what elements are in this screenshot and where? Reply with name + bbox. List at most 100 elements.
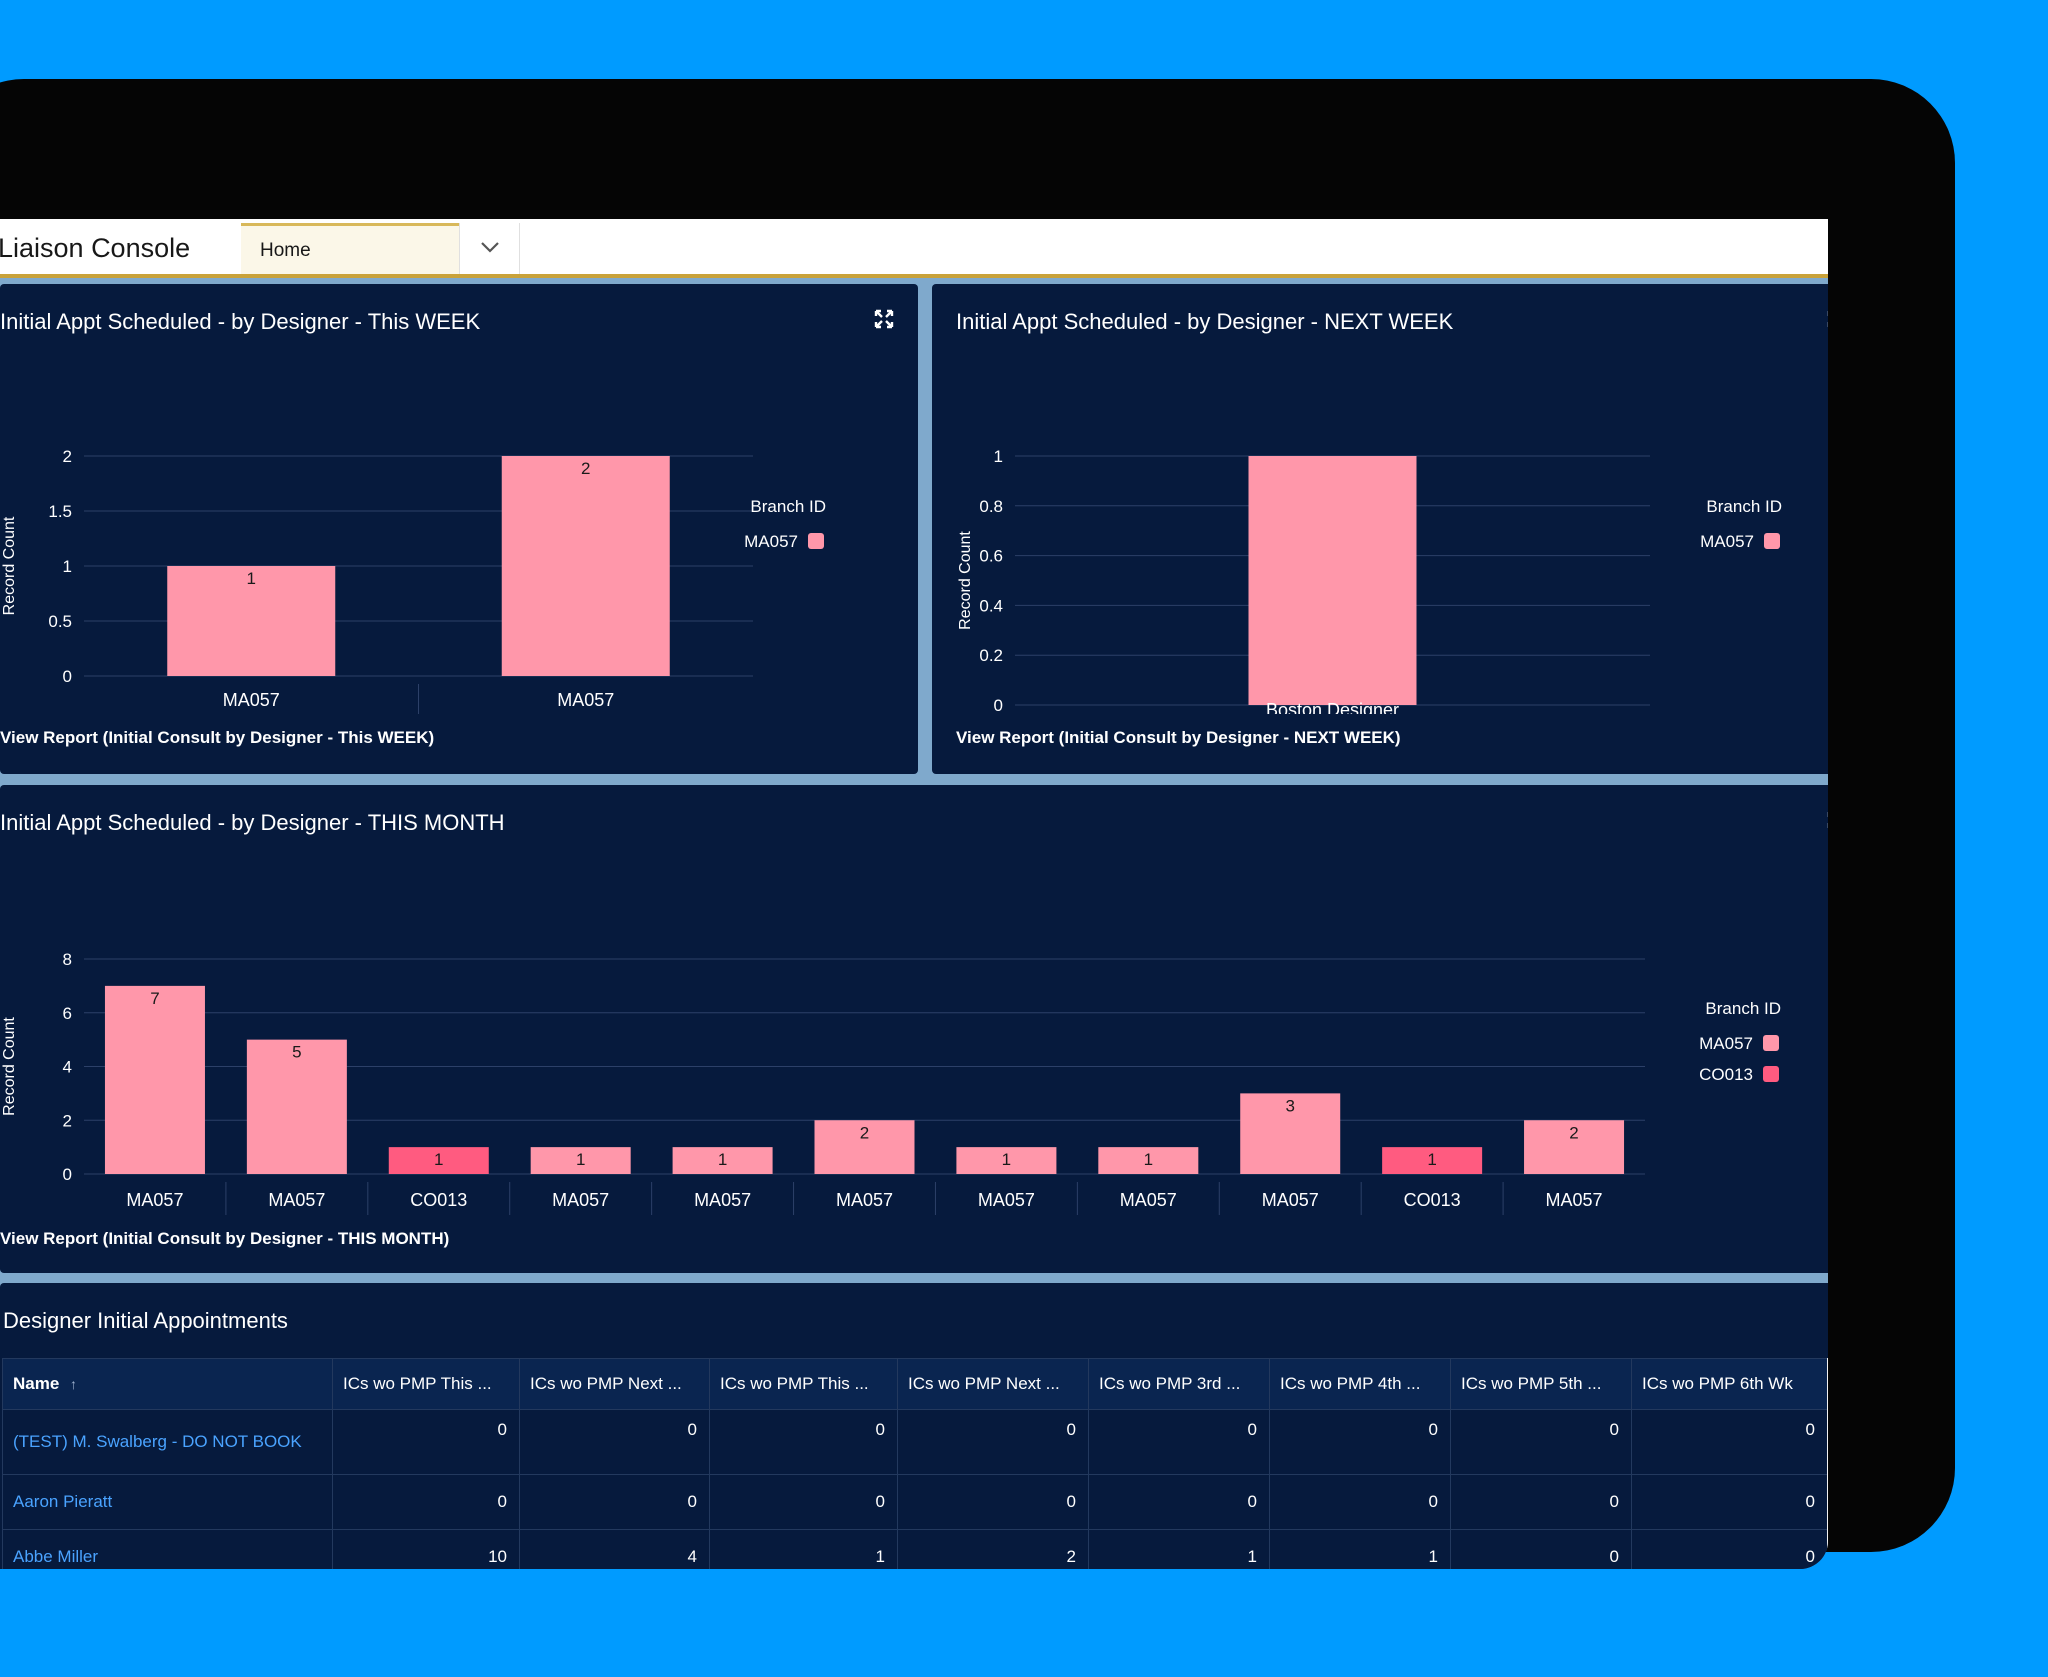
y-tick-label: 0.2 (979, 646, 1003, 665)
column-header[interactable]: ICs wo PMP 3rd ... (1088, 1358, 1270, 1410)
column-header-name[interactable]: Name ↑ (2, 1358, 333, 1410)
x-tick-label: MA057 (978, 1190, 1035, 1210)
nav-menu-button[interactable] (459, 223, 520, 274)
x-tick-label: MA057 (694, 1190, 751, 1210)
table-cell: 0 (1088, 1474, 1270, 1530)
table-cell: 0 (1269, 1409, 1451, 1475)
bar (814, 1120, 915, 1174)
x-tick-label: MA057 (557, 690, 614, 710)
table-cell: 0 (519, 1409, 710, 1475)
row-name-link[interactable]: (TEST) M. Swalberg - DO NOT BOOK (2, 1409, 333, 1475)
x-tick-label: MA057 (1262, 1190, 1319, 1210)
data-label: 2 (581, 459, 590, 478)
chart-panel-this-week: Initial Appt Scheduled - by Designer - T… (0, 284, 918, 774)
app-name: Liaison Console (0, 233, 191, 263)
legend-title: Branch ID (1706, 497, 1782, 516)
table-cell: 4 (519, 1529, 710, 1569)
y-tick-label: 2 (63, 1111, 72, 1130)
table-cell: 0 (1269, 1474, 1451, 1530)
x-tick-label: Boston Designer (1266, 700, 1399, 714)
y-axis-label: Record Count (1, 1017, 18, 1116)
app-header: Liaison Console Home (0, 219, 1828, 274)
legend-label: MA057 (1699, 1034, 1753, 1053)
column-header[interactable]: ICs wo PMP Next ... (519, 1358, 710, 1410)
y-tick-label: 0 (63, 1165, 72, 1184)
y-tick-label: 1.5 (48, 502, 72, 521)
x-tick-label: MA057 (836, 1190, 893, 1210)
bar (388, 1147, 489, 1174)
bar (530, 1147, 631, 1174)
view-report-link[interactable]: View Report (Initial Consult by Designer… (0, 728, 435, 747)
legend-label: MA057 (744, 532, 798, 551)
panel-title: Initial Appt Scheduled - by Designer - T… (0, 309, 481, 334)
tab-home[interactable]: Home (241, 223, 459, 274)
x-tick-label: CO013 (410, 1190, 467, 1210)
bar (1524, 1120, 1625, 1174)
table-cell: 0 (332, 1474, 520, 1530)
table-scrollbar[interactable] (1827, 1358, 1828, 1569)
y-tick-label: 4 (63, 1058, 72, 1077)
expand-icon[interactable] (874, 309, 894, 329)
chart-panel-next-week: Initial Appt Scheduled - by Designer - N… (932, 284, 1828, 774)
panel-title: Designer Initial Appointments (3, 1308, 288, 1333)
bar (672, 1147, 773, 1174)
y-tick-label: 0.5 (48, 612, 72, 631)
table-panel: Designer Initial Appointments Name ↑ (0, 1283, 1828, 1569)
panel-title: Initial Appt Scheduled - by Designer - T… (0, 810, 505, 835)
view-report-link[interactable]: View Report (Initial Consult by Designer… (956, 728, 1401, 747)
data-label: 7 (150, 989, 159, 1008)
column-header[interactable]: ICs wo PMP 5th ... (1450, 1358, 1632, 1410)
column-header[interactable]: ICs wo PMP 6th Wk (1631, 1358, 1828, 1410)
y-tick-label: 0.8 (979, 497, 1003, 516)
x-tick-label: MA057 (1546, 1190, 1603, 1210)
bar (1240, 1093, 1341, 1174)
y-tick-label: 6 (63, 1004, 72, 1023)
y-tick-label: 0 (994, 696, 1003, 714)
y-tick-label: 0 (63, 667, 72, 686)
screen: Liaison Console Home Initial Appt Schedu… (0, 219, 1828, 1569)
table-cell: 0 (897, 1474, 1089, 1530)
x-tick-label: MA057 (268, 1190, 325, 1210)
y-tick-label: 0.4 (979, 596, 1003, 615)
view-report-link[interactable]: View Report (Initial Consult by Designer… (0, 1229, 450, 1248)
table-row: (TEST) M. Swalberg - DO NOT BOOK 0 0 0 0… (2, 1409, 1828, 1475)
legend-label: MA057 (1700, 532, 1754, 551)
table-cell: 0 (1631, 1409, 1828, 1475)
column-header[interactable]: ICs wo PMP 4th ... (1269, 1358, 1451, 1410)
header-accent-line (0, 274, 1828, 278)
x-tick-label: CO013 (1404, 1190, 1461, 1210)
row-name-link[interactable]: Aaron Pieratt (2, 1474, 333, 1530)
bar (1248, 456, 1417, 705)
x-tick-label: MA057 (1120, 1190, 1177, 1210)
tab-home-label: Home (260, 240, 311, 261)
data-label: 1 (576, 1150, 585, 1169)
column-header[interactable]: ICs wo PMP This ... (332, 1358, 520, 1410)
bar (246, 1039, 347, 1174)
table-cell: 0 (1450, 1409, 1632, 1475)
data-label: 2 (860, 1123, 869, 1142)
y-axis-label: Record Count (957, 531, 974, 630)
y-tick-label: 8 (63, 950, 72, 969)
data-label: 1 (718, 1150, 727, 1169)
data-label: 1 (1144, 1150, 1153, 1169)
table-cell: 2 (897, 1529, 1089, 1569)
legend-swatch (1763, 1035, 1779, 1051)
column-header[interactable]: ICs wo PMP This ... (709, 1358, 898, 1410)
table-cell: 0 (1088, 1409, 1270, 1475)
legend-label: CO013 (1699, 1065, 1753, 1084)
table-cell: 1 (709, 1529, 898, 1569)
table-cell: 0 (897, 1409, 1089, 1475)
panel-title: Initial Appt Scheduled - by Designer - N… (956, 309, 1454, 334)
x-tick-label: MA057 (223, 690, 280, 710)
bar (1098, 1147, 1199, 1174)
y-tick-label: 0.6 (979, 547, 1003, 566)
table-cell: 0 (519, 1474, 710, 1530)
chart-panel-this-month: Initial Appt Scheduled - by Designer - T… (0, 785, 1828, 1273)
data-label: 5 (292, 1043, 301, 1062)
bar-chart-next-week: 0 0.2 0.4 0.6 0.8 1 Record Count Boston Designe… (957, 447, 1782, 714)
table-cell: 10 (332, 1529, 520, 1569)
column-header[interactable]: ICs wo PMP Next ... (897, 1358, 1089, 1410)
data-label: 1 (1002, 1150, 1011, 1169)
row-name-link[interactable]: Abbe Miller (2, 1529, 333, 1569)
